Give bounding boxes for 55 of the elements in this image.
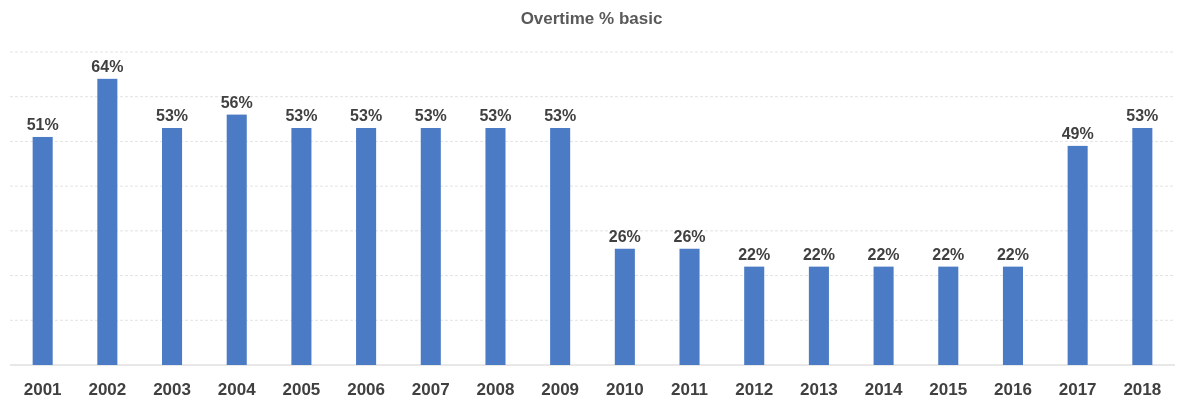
bar xyxy=(1002,266,1023,365)
bar xyxy=(1132,128,1153,365)
bar xyxy=(97,78,118,365)
x-tick-label: 2012 xyxy=(735,380,774,399)
bar xyxy=(32,136,53,365)
data-label: 53% xyxy=(414,107,447,125)
x-tick-label: 2016 xyxy=(994,380,1032,399)
x-tick-label: 2005 xyxy=(282,380,321,399)
bar xyxy=(485,128,506,365)
data-label: 53% xyxy=(1126,107,1159,125)
x-tick-label: 2010 xyxy=(605,380,644,399)
data-label: 22% xyxy=(738,245,771,263)
bar xyxy=(808,266,829,365)
data-label: 22% xyxy=(867,245,900,263)
bar xyxy=(356,128,377,365)
x-tick-label: 2001 xyxy=(23,380,62,399)
x-tick-label: 2014 xyxy=(864,380,904,399)
chart-title: Overtime % basic xyxy=(520,9,663,28)
x-tick-label: 2018 xyxy=(1123,380,1162,399)
data-label: 56% xyxy=(220,93,253,111)
data-label: 22% xyxy=(996,245,1029,263)
x-tick-label: 2013 xyxy=(799,380,838,399)
bar xyxy=(744,266,765,365)
x-tick-label: 2003 xyxy=(153,380,191,399)
bar xyxy=(420,128,441,365)
x-tick-label: 2007 xyxy=(411,380,450,399)
x-tick-label: 2002 xyxy=(88,380,127,399)
data-label: 53% xyxy=(350,107,383,125)
bar xyxy=(226,114,247,365)
data-label: 22% xyxy=(802,245,835,263)
bar xyxy=(938,266,959,365)
bar xyxy=(614,248,635,365)
bar xyxy=(291,128,312,365)
data-label: 49% xyxy=(1061,124,1094,142)
data-label: 51% xyxy=(26,115,59,133)
bar xyxy=(162,128,183,365)
x-tick-label: 2006 xyxy=(347,380,386,399)
data-label: 53% xyxy=(156,107,189,125)
x-tick-label: 2017 xyxy=(1058,380,1097,399)
bar xyxy=(550,128,571,365)
bar xyxy=(873,266,894,365)
x-tick-label: 2008 xyxy=(476,380,515,399)
x-tick-label: 2004 xyxy=(217,380,257,399)
bar xyxy=(1067,145,1088,365)
data-label: 26% xyxy=(608,227,641,245)
data-label: 53% xyxy=(544,107,577,125)
data-label: 53% xyxy=(479,107,512,125)
x-tick-label: 2009 xyxy=(541,380,580,399)
data-label: 64% xyxy=(91,57,124,75)
data-label: 53% xyxy=(285,107,318,125)
data-label: 22% xyxy=(932,245,965,263)
x-tick-label: 2011 xyxy=(671,380,708,399)
x-tick-label: 2015 xyxy=(929,380,968,399)
bar xyxy=(679,248,700,365)
data-label: 26% xyxy=(673,227,706,245)
